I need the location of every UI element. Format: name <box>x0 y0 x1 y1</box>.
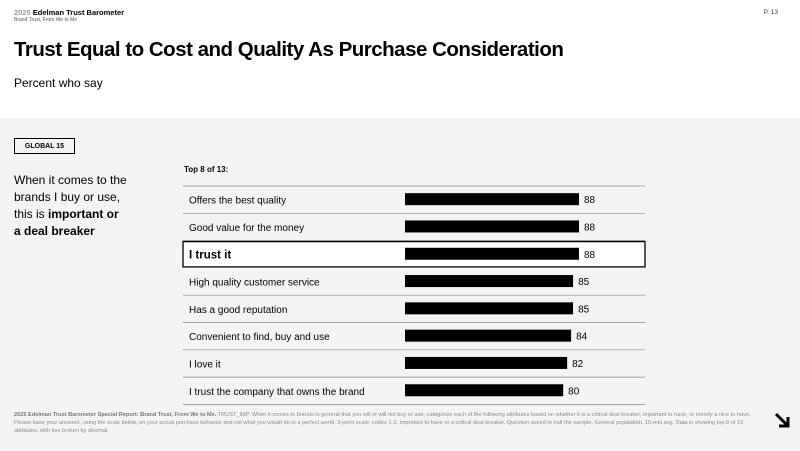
question-line-3: this is <box>14 207 49 221</box>
category-label: Has a good reputation <box>189 305 287 316</box>
footnote: 2025 Edelman Trust Barometer Special Rep… <box>14 411 759 436</box>
question-emphasis-2: a deal breaker <box>14 224 95 238</box>
header-area: 2025 Edelman Trust Barometer Brand Trust… <box>0 0 800 118</box>
value-label: 82 <box>572 359 584 370</box>
report-brand: 2025 Edelman Trust Barometer <box>14 8 124 17</box>
report-name: Edelman Trust Barometer <box>32 8 125 17</box>
bar <box>405 329 572 342</box>
content-panel <box>0 118 800 451</box>
page-title: Trust Equal to Cost and Quality As Purch… <box>14 38 564 61</box>
question-text: When it comes to the brands I buy or use… <box>14 172 174 240</box>
category-label: Good value for the money <box>189 223 304 234</box>
value-label: 84 <box>576 332 588 343</box>
value-label: 85 <box>578 277 590 288</box>
value-label: 88 <box>584 222 596 233</box>
value-label: 88 <box>584 195 596 206</box>
bar <box>405 193 579 206</box>
question-line-2: brands I buy or use, <box>14 190 121 204</box>
page-number: P. 13 <box>763 9 778 16</box>
bar <box>405 356 568 369</box>
region-badge: GLOBAL 15 <box>14 138 75 154</box>
bar <box>405 275 574 288</box>
category-label: I love it <box>189 359 221 370</box>
question-line-1: When it comes to the <box>14 173 127 187</box>
category-label: High quality customer service <box>189 278 320 289</box>
category-label: Convenient to find, buy and use <box>189 332 330 343</box>
footnote-text: TRUST_IMP. When it comes to brands in ge… <box>14 412 751 435</box>
category-label: I trust it <box>189 249 231 261</box>
chart-label: Top 8 of 13: <box>184 165 229 174</box>
bar <box>405 302 574 315</box>
bar <box>405 247 579 260</box>
value-label: 88 <box>584 250 596 261</box>
footnote-source: 2025 Edelman Trust Barometer Special Rep… <box>14 412 217 418</box>
report-subtitle: Brand Trust, From We to Me <box>14 17 77 23</box>
value-label: 80 <box>568 386 580 397</box>
report-year: 2025 <box>14 8 31 17</box>
arrow-down-right-icon[interactable] <box>773 411 791 429</box>
bar <box>405 220 579 233</box>
category-label: I trust the company that owns the brand <box>189 387 365 398</box>
bar <box>405 384 564 397</box>
category-label: Offers the best quality <box>189 196 286 207</box>
question-emphasis-1: important or <box>48 207 119 221</box>
value-label: 85 <box>578 304 590 315</box>
page-subtitle: Percent who say <box>14 76 103 90</box>
